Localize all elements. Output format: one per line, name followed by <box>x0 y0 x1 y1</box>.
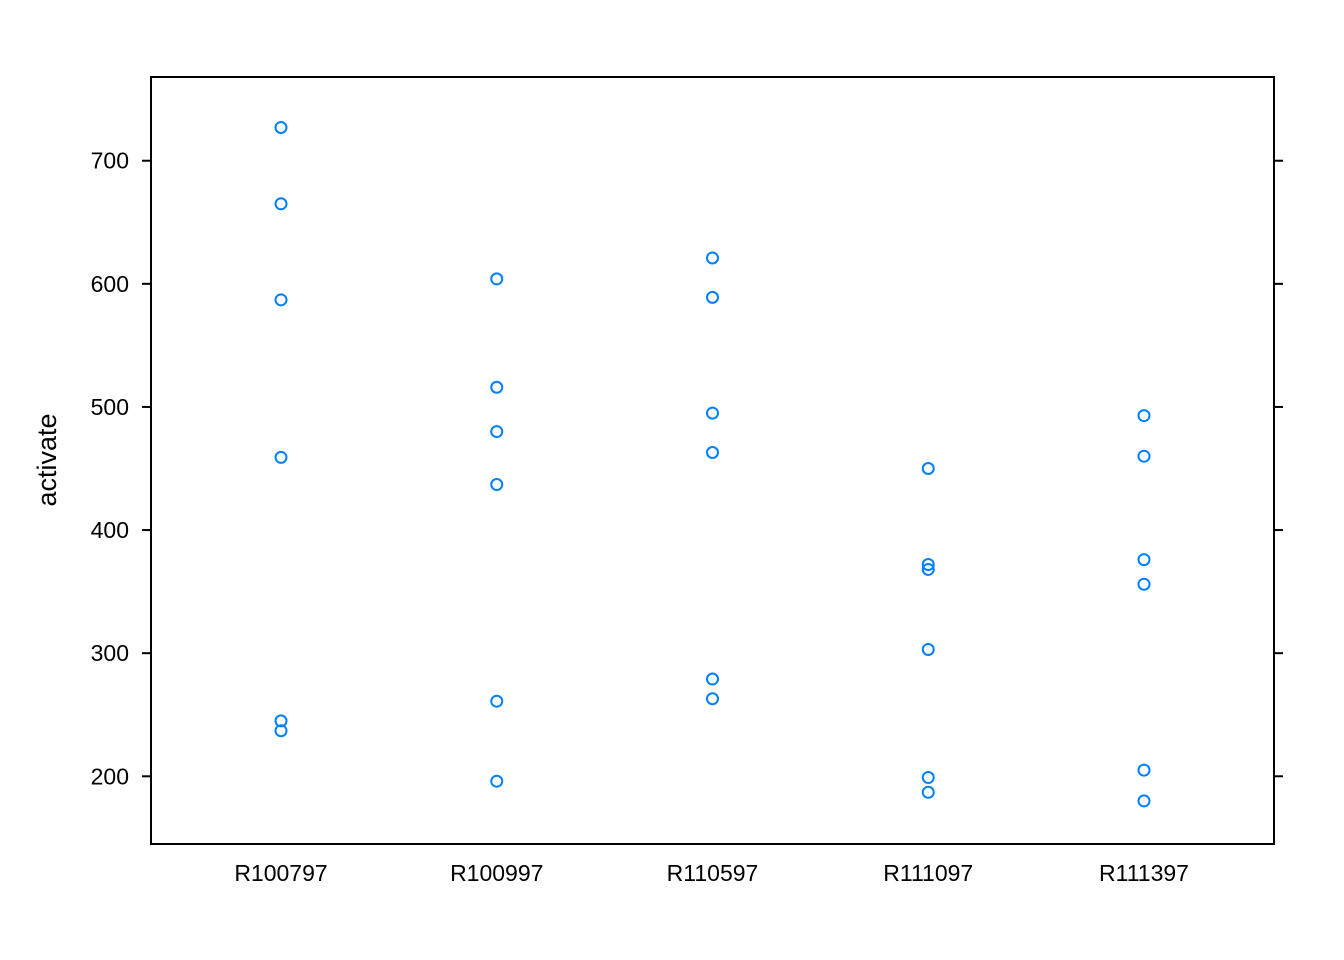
data-point <box>274 714 288 728</box>
data-point <box>921 462 935 476</box>
x-tick-label: R110597 <box>667 860 759 886</box>
data-point <box>706 290 719 304</box>
data-point <box>490 694 504 708</box>
data-point <box>274 450 288 464</box>
data-point <box>1137 449 1151 463</box>
x-tick-label: R100997 <box>450 860 543 886</box>
data-point <box>1137 577 1151 591</box>
data-point <box>706 672 719 686</box>
data-point <box>706 251 719 265</box>
data-point <box>921 642 935 656</box>
x-tick-label: R111097 <box>883 860 973 886</box>
y-tick-label: 500 <box>91 394 129 420</box>
y-tick-label: 600 <box>91 271 129 297</box>
x-tick-label: R100797 <box>234 860 327 886</box>
data-point <box>490 272 504 286</box>
plot-frame <box>150 76 1275 845</box>
data-point <box>274 293 288 307</box>
data-point <box>490 478 504 492</box>
data-point <box>921 558 935 572</box>
y-tick-label: 400 <box>91 517 129 543</box>
y-axis-left: 200 300 400 500 600 700 <box>91 148 151 789</box>
data-point <box>1137 763 1151 777</box>
data-point <box>921 562 935 576</box>
data-point <box>706 692 719 706</box>
data-point <box>490 774 504 788</box>
y-axis-right <box>1274 159 1283 778</box>
data-point <box>490 380 504 394</box>
data-points <box>274 120 1151 808</box>
data-point <box>274 120 288 134</box>
x-tick-label: R111397 <box>1099 860 1189 886</box>
data-point <box>274 724 288 738</box>
data-point <box>1137 794 1151 808</box>
y-tick-label: 700 <box>91 148 129 174</box>
data-point <box>1137 553 1151 567</box>
data-point <box>706 445 719 459</box>
x-axis: R100797 R100997 R110597 R111097 R111397 <box>234 860 1189 886</box>
y-axis-title: activate <box>32 413 62 506</box>
y-tick-label: 200 <box>91 763 129 789</box>
data-point <box>706 406 719 420</box>
data-point <box>921 785 935 799</box>
y-tick-label: 300 <box>91 640 129 666</box>
data-point <box>921 771 935 785</box>
data-point <box>490 425 504 439</box>
data-point <box>274 197 288 211</box>
data-point <box>1137 409 1151 423</box>
